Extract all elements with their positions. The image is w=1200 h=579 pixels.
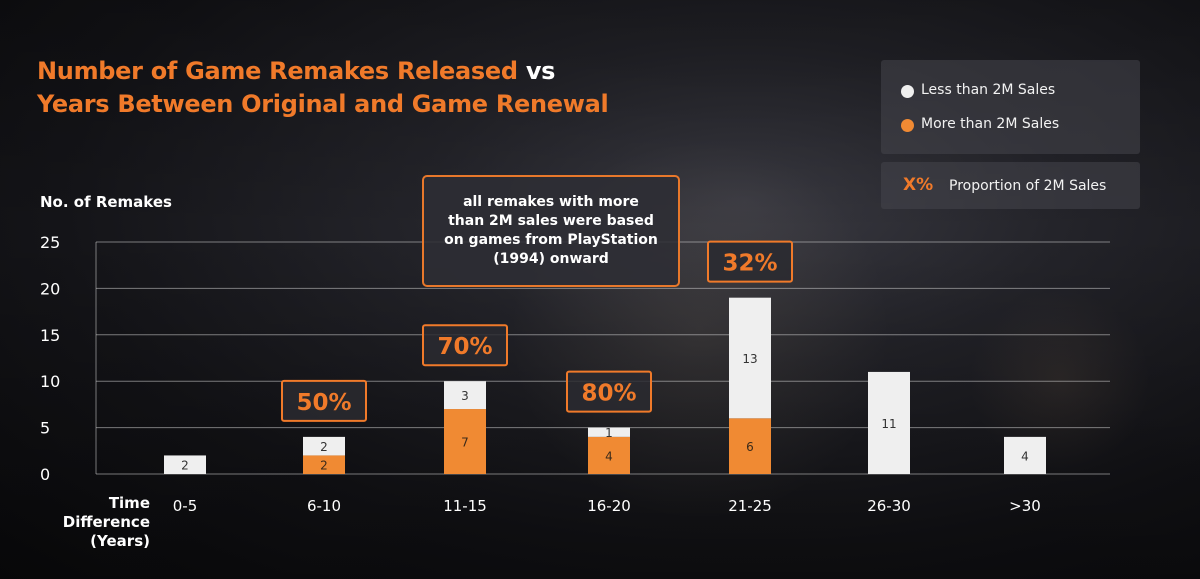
y-tick-label: 0: [40, 465, 50, 484]
annotation-callout-text: all remakes with more than 2M sales were…: [444, 194, 658, 267]
legend-proportion-symbol: X%: [903, 175, 934, 195]
x-tick-label: 11-15: [443, 497, 487, 515]
legend-item-less: Less than 2M Sales: [901, 82, 1056, 98]
bar-less-2m: [1004, 436, 1046, 474]
bar-less-2m-value: 13: [742, 352, 757, 366]
proportion-badge-value: 50%: [296, 390, 351, 416]
y-axis-label: No. of Remakes: [40, 193, 172, 211]
x-tick-label: 0-5: [173, 497, 198, 515]
bar-more-2m: [588, 436, 630, 474]
title-line-1: Number of Game Remakes Released vs: [37, 55, 608, 88]
legend-proportion-box: X% Proportion of 2M Sales: [881, 162, 1140, 209]
bar-more-2m-value: 7: [461, 436, 469, 450]
bar-less-2m-value: 2: [320, 440, 328, 454]
bar-more-2m: [303, 455, 345, 474]
legend-label-more: More than 2M Sales: [921, 116, 1060, 132]
x-tick-label: 21-25: [728, 497, 772, 515]
legend-item-more: More than 2M Sales: [901, 116, 1060, 132]
proportion-badge: [566, 370, 652, 413]
proportion-badge-value: 32%: [722, 251, 777, 277]
annotation-callout: all remakes with more than 2M sales were…: [422, 175, 680, 287]
bar-less-2m: [868, 371, 910, 474]
proportion-badge: [281, 379, 367, 422]
legend-proportion-label: Proportion of 2M Sales: [949, 178, 1107, 194]
bar-more-2m: [444, 409, 486, 474]
y-tick-label: 15: [40, 326, 60, 345]
title-vs: vs: [525, 57, 556, 85]
bar-less-2m: [444, 381, 486, 410]
x-tick-label: 6-10: [307, 497, 341, 515]
bar-less-2m-value: 4: [1021, 449, 1029, 463]
bar-less-2m-value: 1: [605, 426, 613, 440]
proportion-badge: [707, 240, 793, 283]
legend-box: Less than 2M Sales More than 2M Sales: [881, 60, 1140, 154]
proportion-badge-value: 70%: [437, 334, 492, 360]
bar-more-2m-value: 4: [605, 449, 613, 463]
x-axis-label: Time Difference (Years): [62, 494, 150, 550]
x-tick-label: 26-30: [867, 497, 911, 515]
bar-less-2m-value: 2: [181, 459, 189, 473]
bar-less-2m: [729, 297, 771, 419]
legend-dot-less-icon: [901, 85, 914, 98]
title-line-2: Years Between Original and Game Renewal: [37, 90, 609, 118]
y-tick-label: 25: [40, 233, 60, 252]
y-tick-label: 10: [40, 372, 60, 391]
bar-more-2m: [729, 418, 771, 474]
legend-label-less: Less than 2M Sales: [921, 82, 1056, 98]
bar-more-2m-value: 6: [746, 440, 754, 454]
x-tick-label: 16-20: [587, 497, 631, 515]
bar-less-2m-value: 3: [461, 389, 469, 403]
x-tick-label: >30: [1009, 497, 1041, 515]
chart-title: Number of Game Remakes Released vs Years…: [37, 55, 609, 121]
bar-less-2m: [588, 427, 630, 437]
bar-less-2m: [164, 455, 206, 474]
bar-less-2m-value: 11: [881, 417, 896, 431]
y-tick-label: 5: [40, 419, 50, 438]
title-line-1-text: Number of Game Remakes Released: [37, 57, 518, 85]
legend-dot-more-icon: [901, 119, 914, 132]
y-tick-label: 20: [40, 279, 60, 298]
proportion-badge-value: 80%: [581, 381, 636, 407]
bar-more-2m-value: 2: [320, 459, 328, 473]
proportion-badge: [422, 324, 508, 367]
bar-less-2m: [303, 436, 345, 456]
